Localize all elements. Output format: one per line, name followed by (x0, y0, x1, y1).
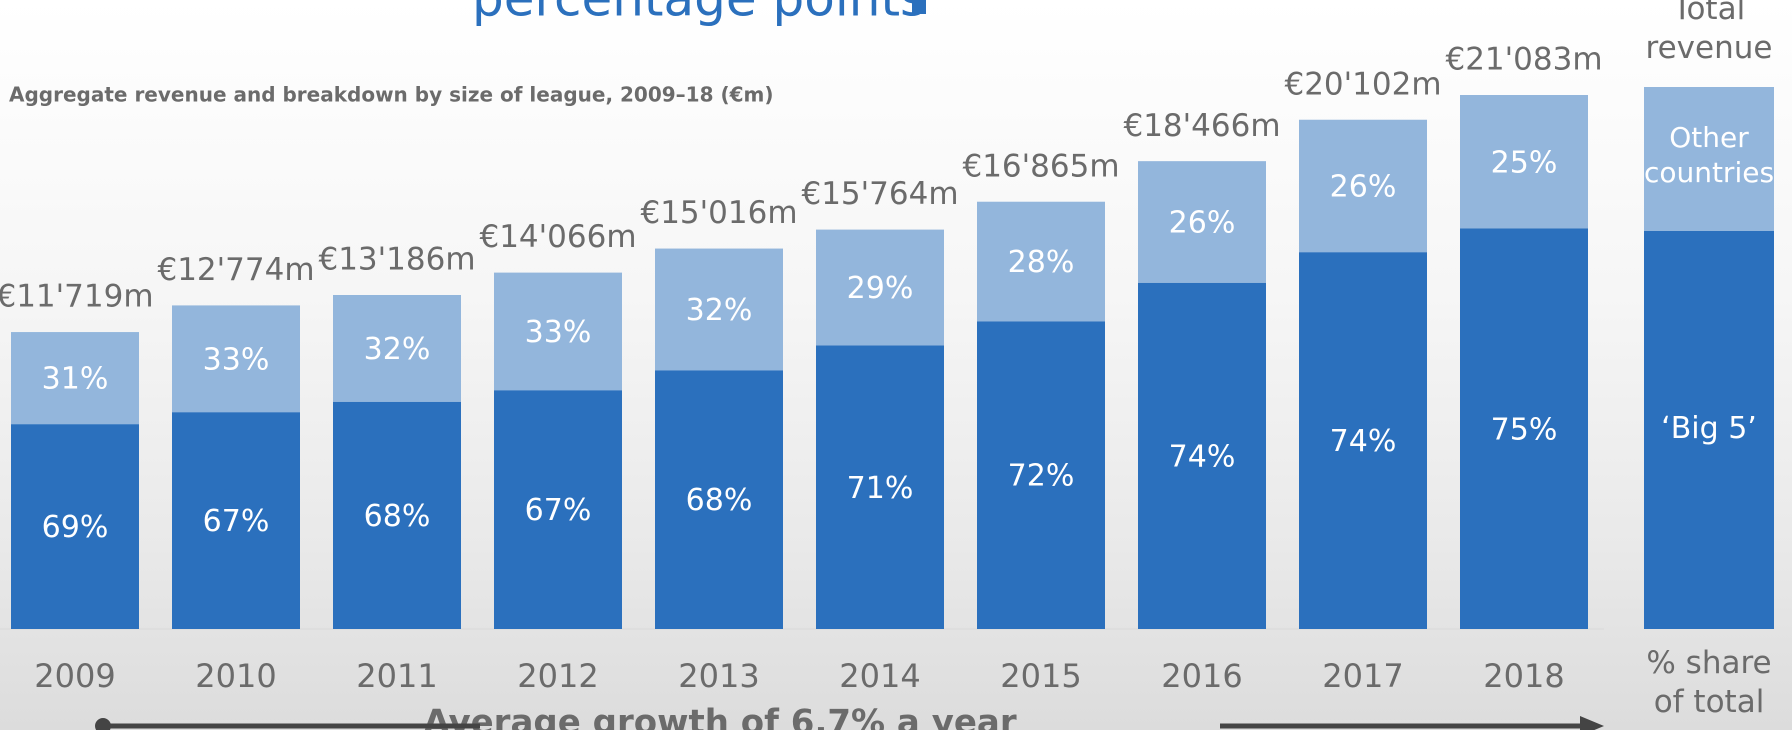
bar-segment (494, 390, 622, 629)
chart-subtitle: Aggregate revenue and breakdown by size … (9, 83, 774, 107)
x-tick-label: 2011 (356, 657, 437, 695)
value-label: 74% (1169, 439, 1236, 474)
bar-segment (1138, 282, 1266, 629)
value-label: 67% (525, 493, 592, 528)
value-label: 68% (364, 499, 431, 534)
value-label: 26% (1169, 206, 1236, 241)
total-label: €13'186m (318, 242, 475, 278)
legend-label: ‘Big 5’ (1661, 411, 1757, 446)
total-label: €15'016m (640, 195, 797, 231)
value-label: 29% (847, 271, 914, 306)
chart-title: percentage points (472, 0, 926, 28)
value-label: 67% (203, 504, 270, 539)
total-label: Total revenue (1645, 0, 1773, 66)
value-label: 71% (847, 471, 914, 506)
bar-segment (1138, 161, 1266, 283)
bar-segment (333, 401, 461, 629)
x-tick-label: 2015 (1000, 657, 1081, 695)
value-label: 32% (364, 332, 431, 367)
x-tick-label: 2016 (1161, 657, 1242, 695)
bar-segment (11, 332, 139, 425)
value-label: 31% (42, 362, 109, 397)
value-label: 69% (42, 510, 109, 545)
share-label: % share of total (1646, 645, 1772, 720)
value-label: 68% (686, 483, 753, 518)
value-label: 74% (1330, 424, 1397, 459)
total-label: €18'466m (1123, 108, 1280, 144)
bar-segment (977, 321, 1105, 629)
bar-segment (333, 295, 461, 402)
x-tick-label: 2010 (195, 657, 276, 695)
bar-segment (494, 272, 622, 391)
total-label: €14'066m (479, 219, 636, 255)
x-tick-label: 2014 (839, 657, 920, 695)
legend-label: Other countries (1643, 121, 1775, 189)
title-accent (912, 0, 926, 14)
growth-arrow-start (95, 718, 111, 730)
x-tick-label: 2018 (1483, 657, 1564, 695)
annotation: Average growth of 6.7% a year (423, 703, 1017, 730)
growth-arrow-head (1580, 716, 1604, 730)
total-label: €12'774m (157, 252, 314, 288)
bar-segment (816, 229, 944, 346)
value-label: 72% (1008, 459, 1075, 494)
bar-segment (1460, 228, 1588, 629)
value-label: 33% (203, 342, 270, 377)
bar-segment (172, 305, 300, 413)
x-tick-label: 2017 (1322, 657, 1403, 695)
x-tick-label: 2009 (34, 657, 115, 695)
value-label: 28% (1008, 245, 1075, 280)
value-label: 33% (525, 315, 592, 350)
bar-segment (11, 424, 139, 629)
total-label: €15'764m (801, 176, 958, 212)
total-label: €16'865m (962, 148, 1119, 184)
bar-segment (1299, 119, 1427, 253)
total-label: €21'083m (1445, 42, 1602, 78)
value-label: 25% (1491, 145, 1558, 180)
legend-swatch (1644, 87, 1774, 231)
value-label: 26% (1330, 170, 1397, 205)
bar-segment (655, 248, 783, 371)
total-label: €20'102m (1284, 66, 1441, 102)
value-label: 32% (686, 293, 753, 328)
bar-segment (816, 345, 944, 629)
total-label: €11'719m (0, 279, 154, 315)
bar-segment (977, 201, 1105, 322)
legend-swatch (1644, 231, 1774, 629)
bar-segment (1460, 95, 1588, 229)
bar-segment (655, 370, 783, 629)
x-tick-label: 2012 (517, 657, 598, 695)
bar-segment (1299, 252, 1427, 630)
value-label: 75% (1491, 412, 1558, 447)
bar-segment (172, 412, 300, 629)
x-tick-label: 2013 (678, 657, 759, 695)
